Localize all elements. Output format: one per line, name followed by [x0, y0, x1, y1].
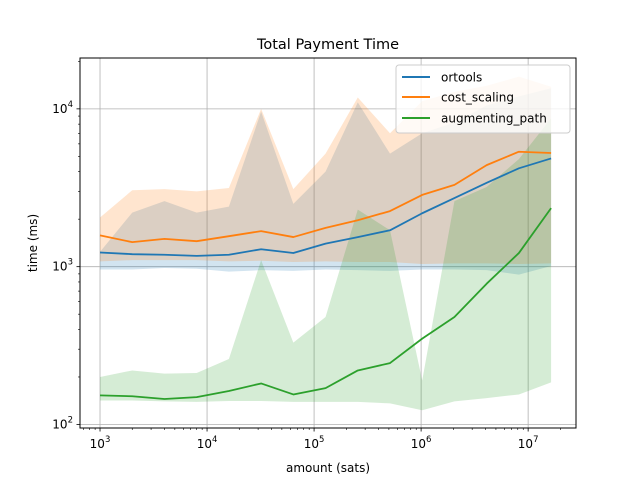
- x-tick-base: 10: [518, 437, 533, 451]
- legend-cost-scaling-label: cost_scaling: [441, 91, 514, 105]
- ortools-band: [100, 88, 552, 275]
- y-tick-base: 10: [52, 102, 67, 116]
- x-tick-base: 10: [411, 437, 426, 451]
- x-tick-label: 105: [304, 435, 325, 451]
- series-lines: [99, 150, 552, 400]
- augmenting-path-band: [100, 118, 552, 411]
- y-tick-label: 103: [52, 258, 73, 274]
- x-axis-ticks: 103 104 105 106 107: [83, 428, 561, 451]
- x-tick-label: 103: [90, 435, 111, 451]
- x-tick-label: 104: [197, 435, 218, 451]
- x-tick-exponent: 7: [533, 435, 538, 445]
- legend-box: [395, 64, 571, 134]
- y-tick-exponent: 4: [68, 100, 73, 110]
- y-tick-base: 10: [52, 417, 67, 431]
- y-tick-label: 104: [52, 100, 73, 116]
- x-tick-base: 10: [304, 437, 319, 451]
- legend: ortools cost_scaling augmenting_path: [395, 64, 571, 134]
- legend-augmenting-path-label: augmenting_path: [441, 112, 547, 126]
- x-tick-base: 10: [197, 437, 212, 451]
- x-tick-label: 106: [411, 435, 432, 451]
- cost-scaling-line: [99, 150, 552, 244]
- x-tick-exponent: 6: [426, 435, 431, 445]
- y-tick-label: 102: [52, 415, 73, 431]
- y-axis-label: time (ms): [26, 214, 40, 272]
- augmenting-path-line: [99, 207, 552, 400]
- x-tick-exponent: 5: [319, 435, 324, 445]
- x-axis-label: amount (sats): [286, 461, 370, 475]
- x-tick-base: 10: [90, 437, 105, 451]
- ortools-line: [99, 157, 552, 257]
- x-tick-exponent: 3: [105, 435, 110, 445]
- x-tick-exponent: 4: [212, 435, 217, 445]
- chart-title: Total Payment Time: [256, 37, 399, 53]
- plot-frame: [79, 57, 577, 429]
- y-tick-base: 10: [52, 260, 67, 274]
- x-tick-label: 107: [518, 435, 539, 451]
- legend-ortools-label: ortools: [441, 71, 482, 85]
- y-tick-exponent: 3: [68, 258, 73, 268]
- y-tick-exponent: 2: [68, 415, 73, 425]
